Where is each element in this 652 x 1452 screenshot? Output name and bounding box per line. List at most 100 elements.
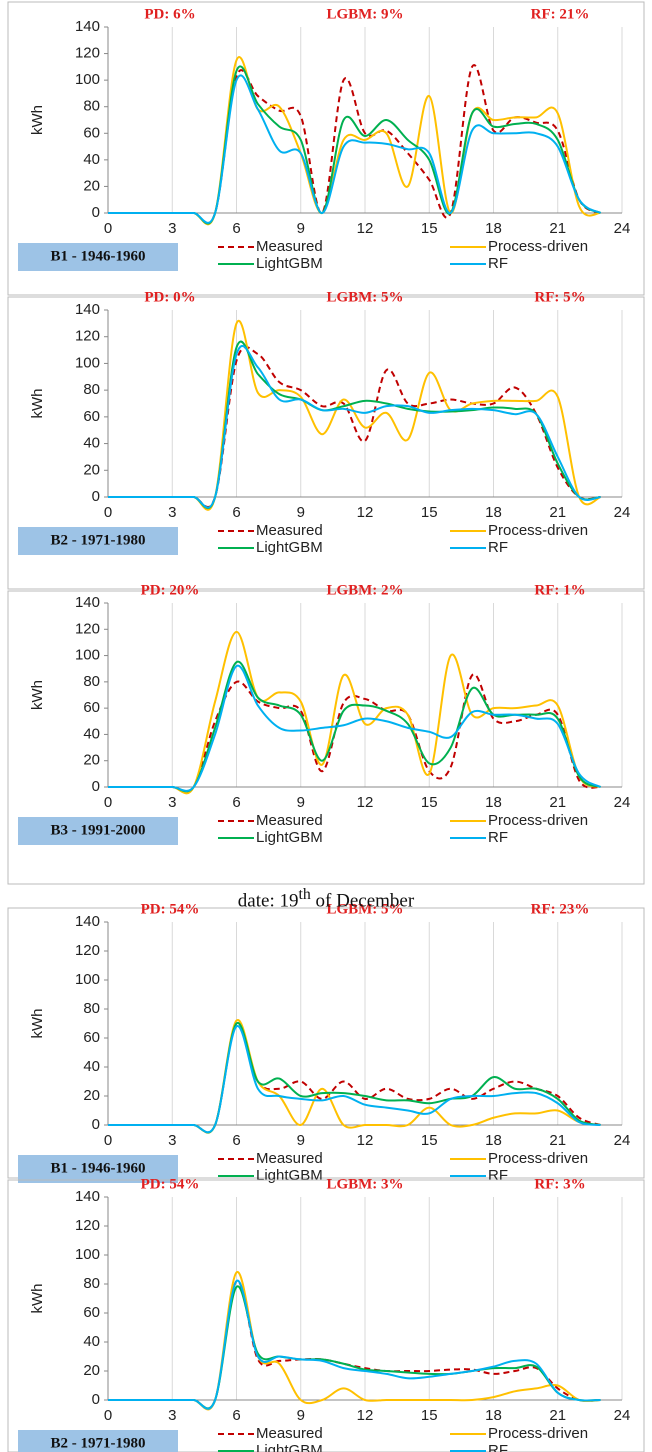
- x-tick-label: 6: [232, 1407, 240, 1424]
- x-tick-label: 3: [168, 220, 176, 237]
- annotation: RF: 3%: [534, 1176, 585, 1192]
- x-tick-label: 12: [357, 1132, 374, 1149]
- caption-rest: of December: [310, 890, 415, 912]
- annotation: LGBM: 9%: [326, 6, 403, 22]
- panel-label: B2 - 1971-1980: [51, 532, 146, 548]
- legend-label: Process-driven: [488, 812, 588, 829]
- legend-label: LightGBM: [256, 255, 323, 272]
- y-tick-label: 40: [83, 725, 100, 742]
- x-tick-label: 6: [232, 794, 240, 811]
- y-tick-label: 100: [75, 647, 100, 664]
- x-tick-label: 3: [168, 504, 176, 521]
- panel-label-box: [18, 1430, 178, 1452]
- caption: date: 19th of December: [0, 886, 652, 912]
- x-tick-label: 0: [104, 794, 112, 811]
- chart-panel: 0 20 40 60 80 100 120 140 0 3 6 9 12 15 18 21 24 kWh PD: 6…: [7, 1, 645, 296]
- series-line: [108, 65, 602, 225]
- panel-label-box: [18, 817, 178, 845]
- series-line: [108, 1022, 601, 1134]
- x-tick-label: 9: [297, 220, 305, 237]
- panel-border: [7, 1, 645, 296]
- x-tick-label: 9: [297, 1132, 305, 1149]
- x-tick-label: 9: [297, 1407, 305, 1424]
- series-line: [108, 660, 602, 793]
- panel-label: B1 - 1946-1960: [51, 1160, 146, 1176]
- y-tick-label: 40: [83, 151, 100, 168]
- legend-label: LightGBM: [256, 1167, 323, 1184]
- series-line: [108, 1280, 601, 1410]
- legend-label: Measured: [256, 1425, 323, 1442]
- annotation: RF: 1%: [534, 582, 585, 598]
- y-axis-label: kWh: [29, 680, 46, 710]
- caption-text: date: 19: [237, 890, 299, 912]
- y-tick-label: 80: [83, 98, 100, 115]
- chart-panel: 0 20 40 60 80 100 120 140 0 3 6 9 12 15 18 21 24 kWh PD: 2…: [7, 582, 645, 885]
- annotation: PD: 20%: [141, 582, 200, 598]
- y-tick-label: 100: [75, 1246, 100, 1263]
- annotation: RF: 23%: [531, 901, 590, 917]
- panel-border: [7, 1179, 645, 1452]
- x-tick-label: 15: [421, 1132, 438, 1149]
- x-tick-label: 15: [421, 794, 438, 811]
- x-tick-label: 24: [614, 504, 631, 521]
- y-tick-label: 120: [75, 942, 100, 959]
- series-line: [108, 630, 602, 795]
- x-tick-label: 18: [485, 1132, 502, 1149]
- panel-border: [7, 296, 645, 590]
- x-tick-label: 24: [614, 1407, 631, 1424]
- series-line: [108, 1271, 601, 1411]
- x-tick-label: 0: [104, 220, 112, 237]
- legend-label: Measured: [256, 238, 323, 255]
- y-tick-label: 40: [83, 1058, 100, 1075]
- legend-label: RF: [488, 829, 508, 846]
- y-tick-label: 140: [75, 1188, 100, 1205]
- series-line: [108, 1025, 601, 1134]
- series-line: [108, 319, 601, 511]
- panel-border: [7, 590, 645, 885]
- x-tick-label: 0: [104, 1132, 112, 1149]
- panel-label-box: [18, 527, 178, 555]
- panel-label: B2 - 1971-1980: [51, 1435, 146, 1451]
- y-tick-label: 60: [83, 408, 100, 425]
- x-tick-label: 12: [357, 1407, 374, 1424]
- x-tick-label: 18: [485, 220, 502, 237]
- y-tick-label: 0: [92, 488, 100, 505]
- legend-label: RF: [488, 539, 508, 556]
- y-tick-label: 80: [83, 381, 100, 398]
- legend-label: Measured: [256, 1150, 323, 1167]
- annotation: PD: 0%: [144, 289, 195, 305]
- annotation: LGBM: 2%: [326, 582, 403, 598]
- x-tick-label: 6: [232, 220, 240, 237]
- y-tick-label: 0: [92, 778, 100, 795]
- legend-label: Measured: [256, 522, 323, 539]
- panel-label: B1 - 1946-1960: [51, 248, 146, 264]
- x-tick-label: 21: [549, 220, 566, 237]
- legend-label: Process-driven: [488, 238, 588, 255]
- y-tick-label: 120: [75, 620, 100, 637]
- x-tick-label: 9: [297, 504, 305, 521]
- y-tick-label: 0: [92, 204, 100, 221]
- x-tick-label: 18: [485, 504, 502, 521]
- series-line: [108, 344, 601, 509]
- y-tick-label: 80: [83, 1275, 100, 1292]
- annotation: RF: 21%: [531, 6, 590, 22]
- x-tick-label: 24: [614, 220, 631, 237]
- y-tick-label: 120: [75, 328, 100, 345]
- x-tick-label: 18: [485, 1407, 502, 1424]
- x-tick-label: 0: [104, 504, 112, 521]
- x-tick-label: 0: [104, 1407, 112, 1424]
- y-axis-label: kWh: [29, 389, 46, 419]
- x-tick-label: 12: [357, 504, 374, 521]
- chart-panel: 0 20 40 60 80 100 120 140 0 3 6 9 12 15 18 21 24 kWh PD: 5…: [7, 901, 645, 1184]
- legend-label: RF: [488, 255, 508, 272]
- y-tick-label: 40: [83, 435, 100, 452]
- x-tick-label: 18: [485, 794, 502, 811]
- y-tick-label: 40: [83, 1333, 100, 1350]
- x-tick-label: 21: [549, 504, 566, 521]
- y-tick-label: 140: [75, 913, 100, 930]
- annotation: LGBM: 5%: [326, 901, 403, 917]
- panel-label-box: [18, 1155, 178, 1183]
- y-tick-label: 100: [75, 71, 100, 88]
- caption-sup: th: [298, 886, 311, 903]
